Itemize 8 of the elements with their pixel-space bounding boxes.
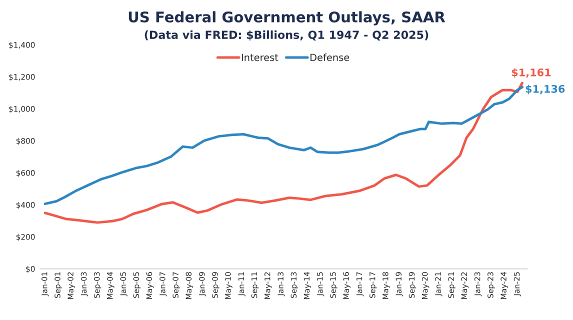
data-label: $1,161 — [512, 68, 551, 78]
line-series — [44, 86, 524, 206]
data-label: $1,136 — [526, 84, 565, 94]
chart-title: US Federal Government Outlays, SAAR — [128, 11, 446, 26]
line-series — [44, 82, 524, 224]
legend-label: Interest — [242, 54, 278, 62]
chart-subtitle: (Data via FRED: $Billions, Q1 1947 - Q2 2025) — [144, 30, 428, 40]
legend-label: Defense — [310, 54, 350, 62]
